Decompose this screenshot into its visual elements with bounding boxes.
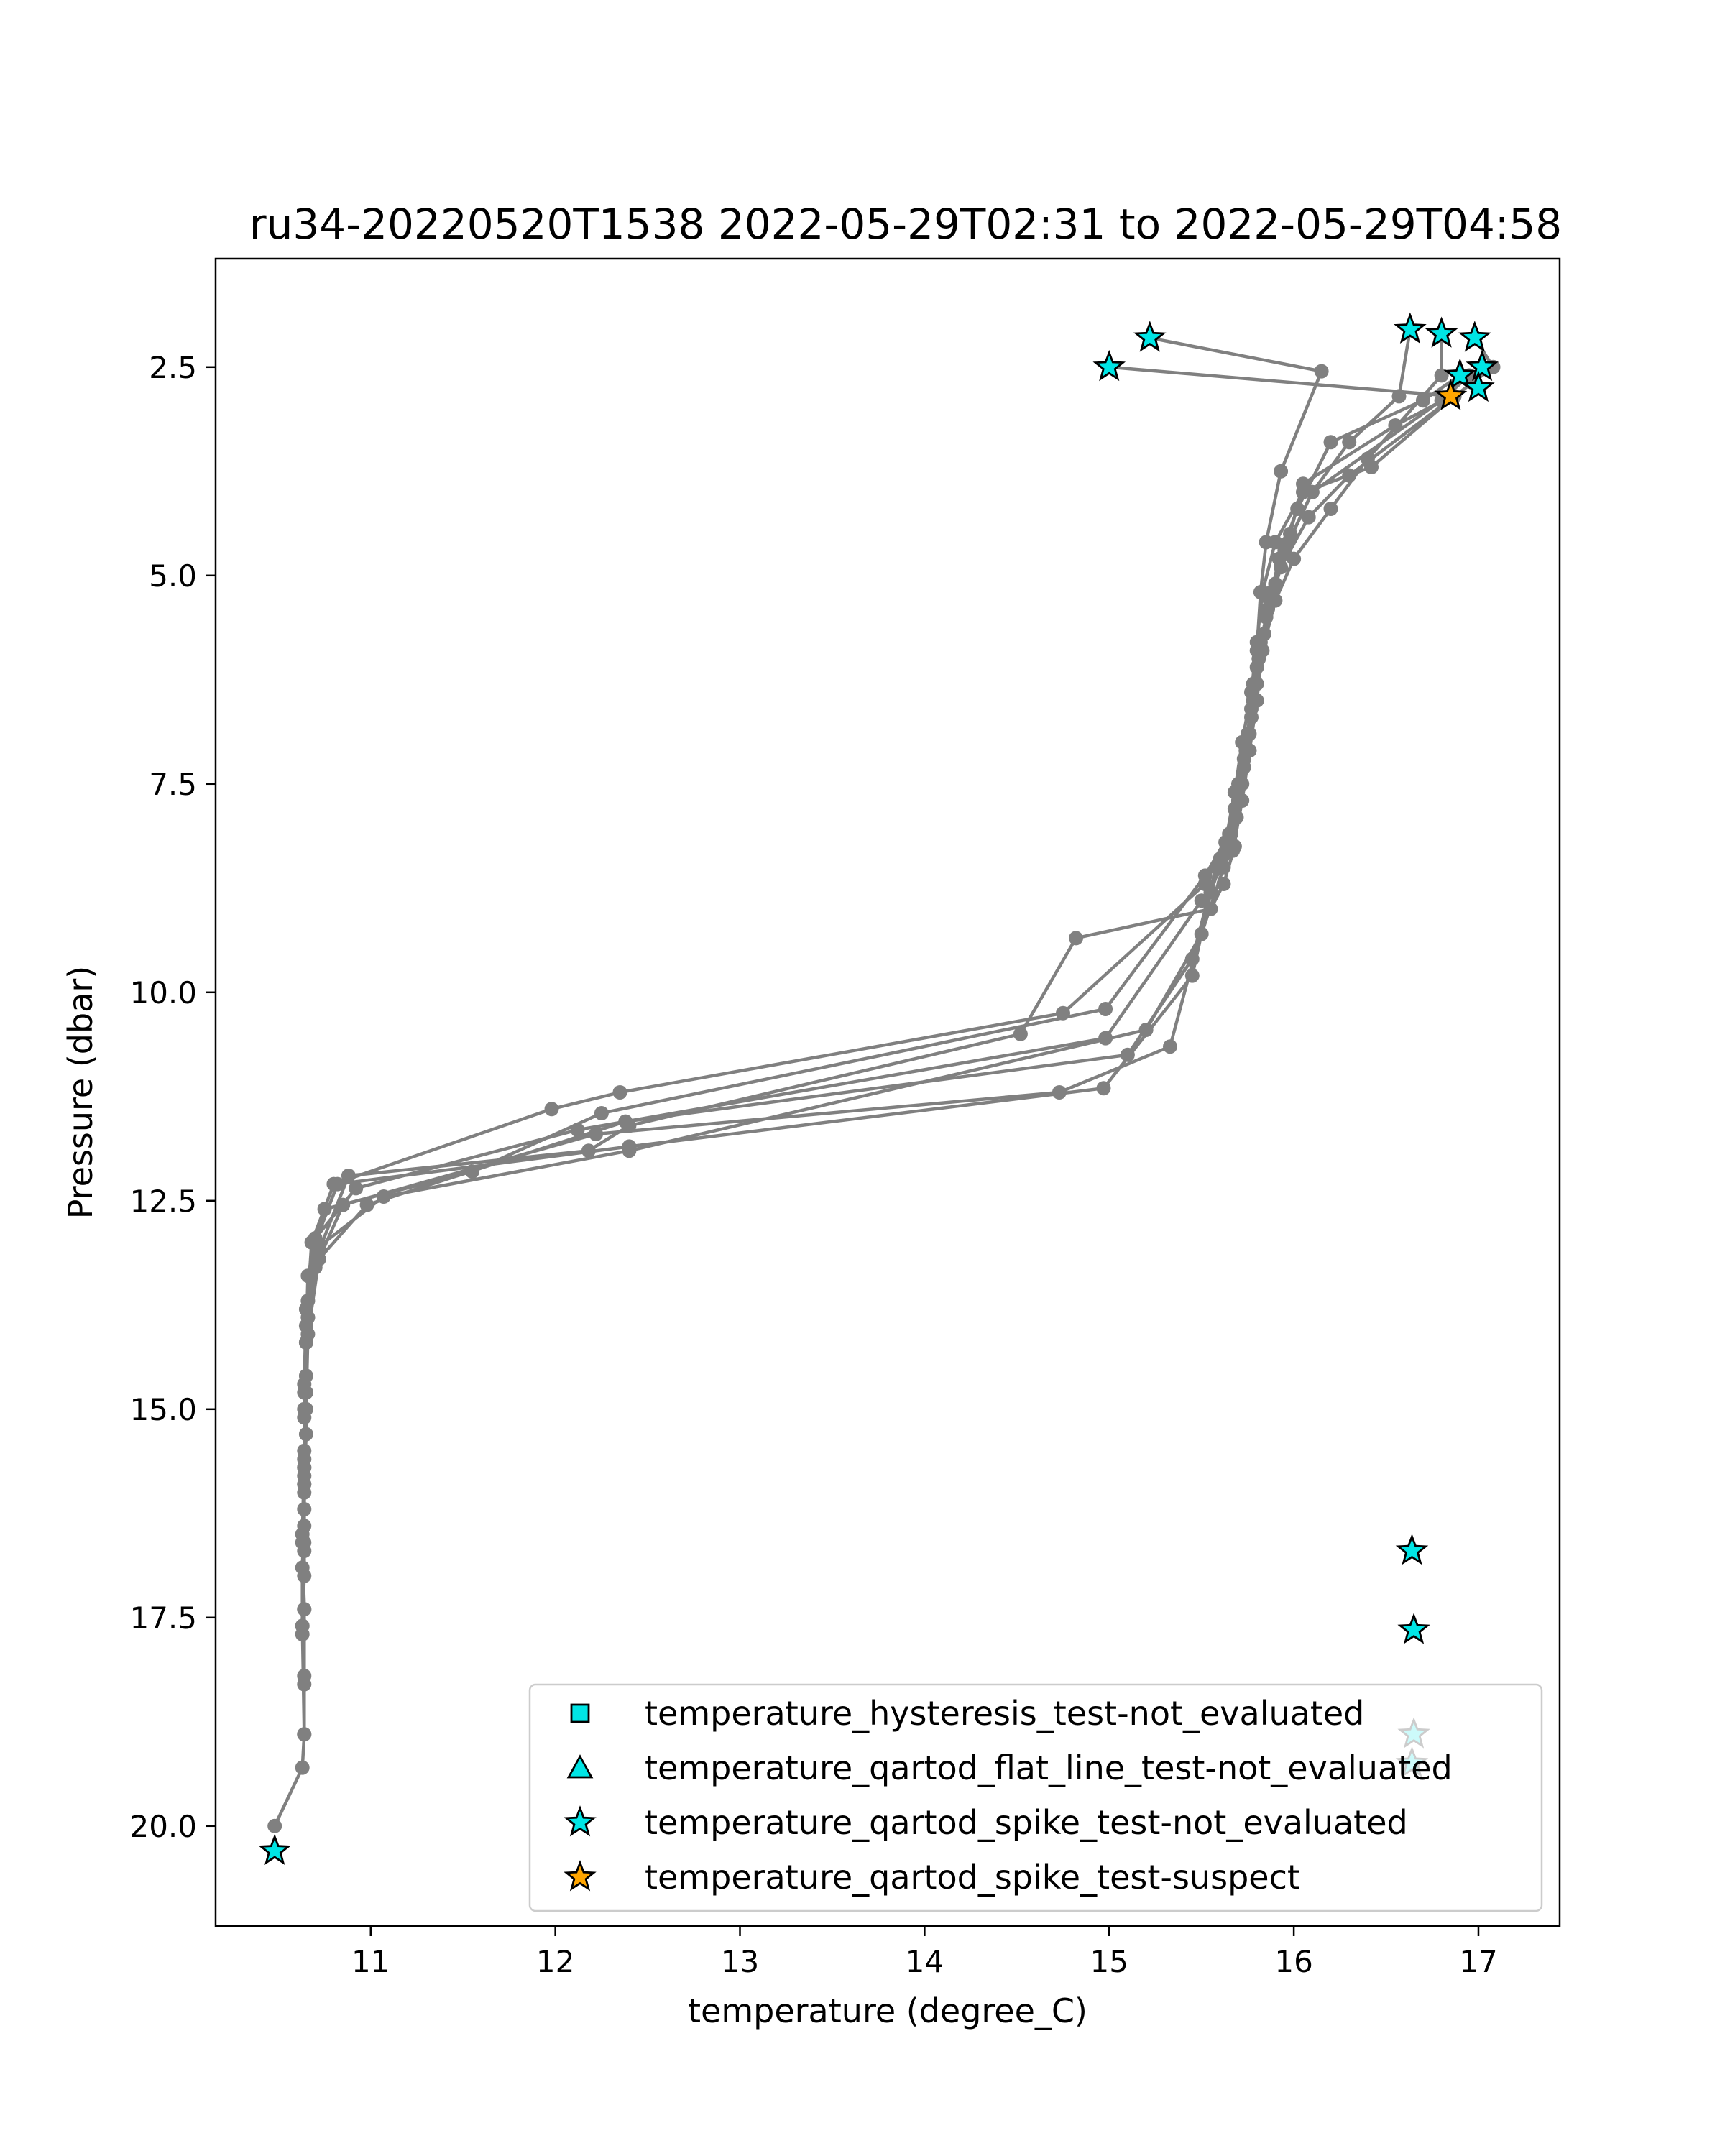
plot-area	[258, 312, 1501, 1865]
profile-point	[1301, 510, 1316, 525]
profile-point	[297, 1410, 312, 1425]
profile-point	[1013, 1026, 1028, 1041]
profile-point	[297, 1485, 312, 1500]
y-axis: 2.5 5.0 7.5 10.0 12.5 15.0 17.5 20.0	[129, 350, 216, 1844]
profile-point	[297, 1669, 312, 1683]
profile-point	[1323, 502, 1338, 516]
profile-point	[295, 1760, 310, 1775]
y-tick-label: 17.5	[129, 1600, 197, 1636]
profile-point	[1253, 643, 1268, 658]
profile-point	[1392, 389, 1407, 404]
profile-point	[1163, 1039, 1177, 1054]
not-evaluated-star-marker	[1133, 321, 1167, 352]
y-tick-label: 7.5	[149, 767, 197, 802]
profile-point	[594, 1106, 609, 1120]
legend-star-icon	[564, 1860, 597, 1892]
legend-entry-label: temperature_hysteresis_test-not_evaluate…	[645, 1694, 1364, 1733]
profile-point	[589, 1127, 604, 1141]
x-axis: 11 12 13 14 15 16 17	[351, 1926, 1498, 1979]
not-evaluated-star-marker	[1397, 1613, 1430, 1644]
profile-point	[298, 1335, 313, 1350]
profile-point	[570, 1123, 585, 1138]
not-evaluated-star-marker	[258, 1833, 291, 1865]
x-tick-label: 14	[906, 1944, 944, 1979]
profile-point	[1296, 476, 1310, 492]
profile-point	[297, 1544, 312, 1558]
not-evaluated-star-marker	[1458, 321, 1491, 352]
profile-point	[1342, 468, 1357, 483]
x-tick-label: 17	[1459, 1944, 1497, 1979]
legend-frame	[528, 1683, 1543, 1912]
y-tick-label: 15.0	[129, 1392, 197, 1427]
chart-title: ru34-20220520T1538 2022-05-29T02:31 to 2…	[249, 200, 1562, 249]
profile-point	[612, 1085, 627, 1100]
not-evaluated-star-marker	[1394, 312, 1427, 344]
x-tick-label: 16	[1274, 1944, 1312, 1979]
profile-point	[1238, 743, 1254, 758]
x-tick-label: 12	[536, 1944, 574, 1979]
profile-point	[1287, 551, 1302, 566]
legend-square-icon	[570, 1703, 590, 1723]
legend-entry-label: temperature_qartod_spike_test-suspect	[645, 1858, 1300, 1897]
profile-point	[622, 1139, 637, 1154]
profile-point	[1314, 364, 1329, 379]
legend-triangle-icon	[566, 1754, 594, 1779]
profile-point	[1323, 435, 1338, 450]
axes-frame	[214, 257, 1561, 1927]
profile-point	[1052, 1085, 1067, 1100]
legend-entry-label: temperature_qartod_flat_line_test-not_ev…	[645, 1749, 1453, 1787]
profile-point	[1246, 693, 1261, 708]
profile-point	[267, 1818, 282, 1833]
profile-point	[1262, 593, 1277, 608]
not-evaluated-star-marker	[1466, 349, 1499, 382]
profile-point	[1069, 931, 1083, 946]
profile-point	[1231, 793, 1246, 808]
suspect-star-marker	[1434, 379, 1468, 410]
y-axis-label: Pressure (dbar)	[61, 966, 100, 1219]
profile-point	[1197, 868, 1213, 883]
not-evaluated-star-marker	[1092, 349, 1126, 382]
x-axis-label: temperature (degree_C)	[688, 1991, 1087, 2030]
not-evaluated-star-marker	[1443, 358, 1477, 390]
profile-point	[1434, 368, 1449, 383]
x-tick-label: 13	[721, 1944, 759, 1979]
profile-point	[1098, 1002, 1113, 1016]
profile-point	[1268, 535, 1283, 550]
legend-star-icon	[564, 1805, 597, 1837]
profile-point	[618, 1114, 633, 1129]
y-tick-label: 5.0	[149, 558, 197, 594]
x-tick-label: 15	[1090, 1944, 1128, 1979]
profile-point	[544, 1102, 559, 1117]
x-tick-label: 11	[351, 1944, 390, 1979]
not-evaluated-star-marker	[1425, 316, 1458, 348]
profile-point	[1096, 1081, 1111, 1096]
profile-point	[1415, 393, 1430, 408]
profile-point	[336, 1197, 351, 1212]
profile-point	[359, 1197, 374, 1212]
profile-point	[295, 1627, 310, 1641]
profile-point	[1213, 852, 1228, 867]
profile-point	[1274, 464, 1289, 479]
y-tick-label: 2.5	[149, 350, 197, 385]
not-evaluated-star-marker	[1462, 370, 1495, 402]
y-tick-label: 20.0	[129, 1809, 197, 1844]
profile-point	[1342, 435, 1357, 450]
legend: temperature_hysteresis_test-not_evaluate…	[528, 1683, 1543, 1912]
y-tick-label: 12.5	[129, 1184, 197, 1219]
profile-point	[1277, 543, 1292, 558]
profile-point	[349, 1181, 364, 1196]
profile-point	[308, 1260, 323, 1275]
profile-point	[297, 1727, 312, 1742]
profile-point	[330, 1176, 345, 1192]
profile-point	[308, 1235, 323, 1250]
y-tick-label: 10.0	[129, 975, 197, 1010]
legend-entry-label: temperature_qartod_spike_test-not_evalua…	[645, 1803, 1408, 1842]
profile-point	[1305, 484, 1320, 499]
not-evaluated-star-marker	[1395, 1534, 1429, 1565]
